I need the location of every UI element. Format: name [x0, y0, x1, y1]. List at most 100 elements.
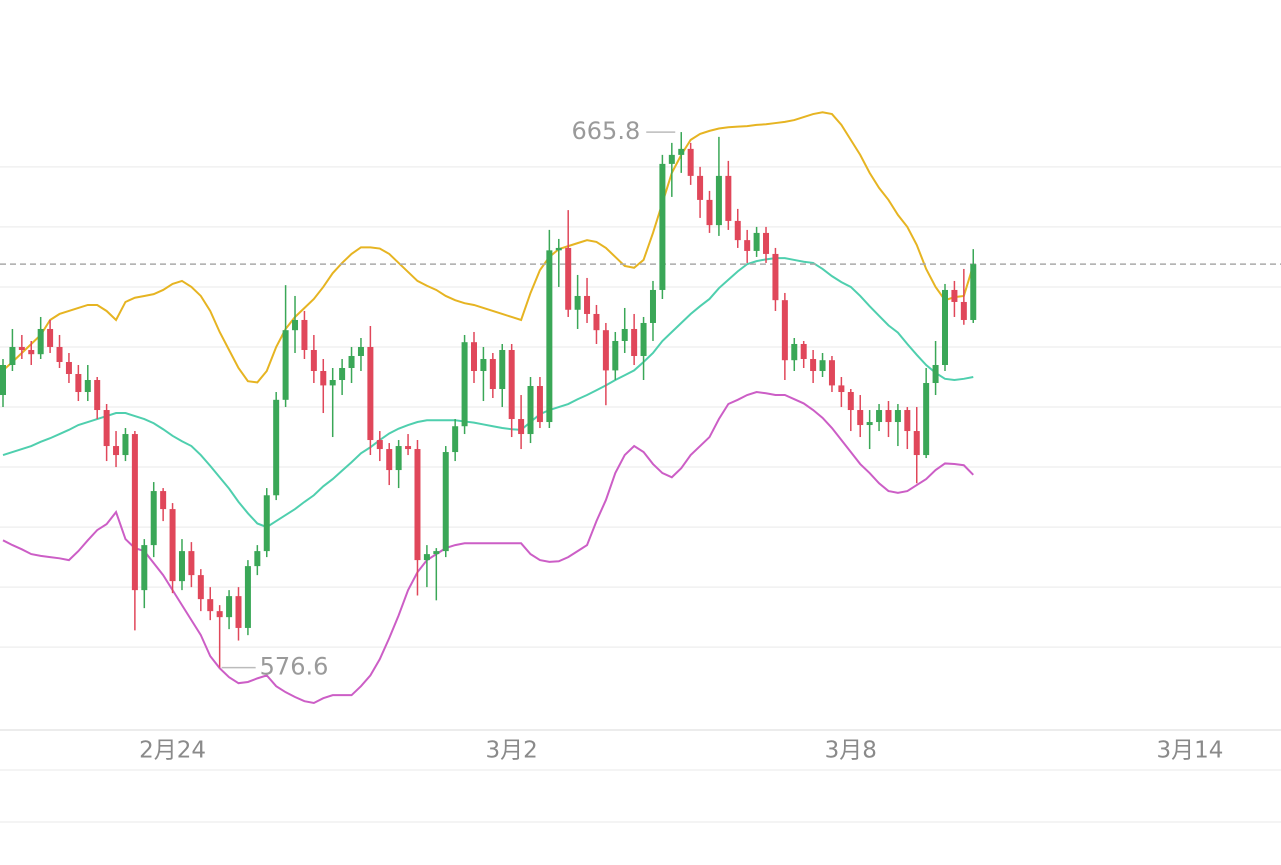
high-marker-label: 665.8	[572, 117, 641, 145]
candle-body	[37, 328, 44, 355]
candle-body	[0, 365, 6, 396]
candle-body	[235, 596, 242, 628]
candle-body	[894, 410, 901, 423]
candle-body	[574, 295, 581, 310]
candle-body	[103, 410, 110, 447]
candle-body	[160, 491, 167, 510]
candle-body	[433, 551, 440, 555]
candle-body	[923, 383, 930, 456]
candle-body	[9, 346, 16, 365]
candle-body	[706, 199, 713, 226]
candle-body	[725, 175, 732, 221]
candle-body	[150, 491, 157, 546]
candle-body	[876, 410, 883, 423]
candle-body	[866, 422, 873, 426]
x-tick-label: 3月8	[825, 738, 877, 764]
candle-body	[395, 446, 402, 471]
candle-body	[405, 446, 412, 450]
candle-body	[602, 330, 609, 371]
candle-body	[348, 355, 355, 369]
candle-body	[282, 330, 289, 400]
candle-body	[376, 440, 383, 450]
candle-body	[292, 319, 299, 331]
candle-body	[18, 346, 25, 350]
candle-body	[565, 247, 572, 310]
candle-body	[536, 386, 543, 423]
candle-body	[942, 289, 948, 365]
x-tick-label: 2月24	[139, 738, 206, 764]
candle-body	[226, 596, 233, 618]
candle-body	[744, 240, 751, 251]
candle-body	[838, 385, 845, 393]
candle-body	[216, 611, 223, 618]
candle-body	[791, 343, 798, 361]
candle-body	[339, 368, 346, 381]
x-tick-label: 3月14	[1156, 738, 1223, 764]
candle-body	[329, 380, 336, 386]
candle-body	[178, 551, 185, 582]
candle-body	[310, 349, 317, 372]
candle-body	[546, 250, 553, 423]
candle-body	[772, 253, 779, 301]
candle-body	[94, 380, 101, 411]
candle-body	[584, 295, 591, 314]
candle-body	[527, 386, 534, 435]
candle-body	[461, 342, 468, 427]
candle-body	[442, 452, 449, 552]
candle-body	[668, 154, 675, 164]
candle-body	[169, 509, 176, 582]
candle-body	[471, 342, 477, 372]
candle-body	[970, 264, 977, 320]
candle-body	[659, 163, 666, 290]
candle-body	[263, 495, 270, 552]
candle-body	[207, 599, 214, 612]
candle-body	[555, 247, 562, 251]
candle-body	[499, 349, 506, 390]
candle-body	[810, 358, 817, 372]
candle-body	[828, 360, 835, 386]
candle-body	[960, 301, 967, 320]
candle-body	[715, 175, 722, 226]
candle-body	[47, 328, 54, 347]
candle-body	[951, 289, 958, 302]
candle-body	[508, 349, 515, 420]
candle-body	[612, 340, 619, 371]
band-line	[2, 111, 975, 384]
candle-body	[28, 349, 35, 355]
candle-body	[857, 410, 864, 426]
plot: 2月24 3月2 3月8 3月14 665.8 576.6	[0, 111, 1281, 764]
candle-body	[697, 175, 704, 200]
candle-body	[489, 358, 496, 390]
candle-body	[687, 148, 694, 176]
candle-body	[593, 313, 600, 331]
candle-body	[141, 545, 148, 591]
candle-body	[244, 566, 251, 628]
x-tick-label: 3月2	[486, 738, 538, 764]
grid	[0, 166, 1281, 648]
candle-body	[197, 575, 204, 600]
candle-body	[414, 449, 421, 561]
candle-body	[800, 343, 807, 359]
candle-body	[131, 434, 138, 591]
candle-body	[621, 328, 628, 341]
candle-body	[367, 346, 374, 441]
candle-body	[452, 426, 459, 453]
candle-body	[819, 360, 826, 372]
candle-body	[65, 361, 72, 375]
candle-body	[301, 319, 308, 350]
candle-body	[847, 392, 854, 411]
band-line	[2, 390, 974, 705]
candle-body	[904, 410, 911, 432]
band-line	[2, 257, 974, 529]
candle-body	[734, 220, 741, 241]
candle-body	[631, 328, 638, 356]
candle-body	[885, 410, 892, 423]
candle-body	[678, 148, 685, 155]
candle-body	[122, 434, 129, 456]
candle-body	[357, 346, 364, 356]
candle-body	[518, 419, 525, 435]
candle-body	[423, 554, 430, 561]
candle-body	[640, 322, 647, 356]
